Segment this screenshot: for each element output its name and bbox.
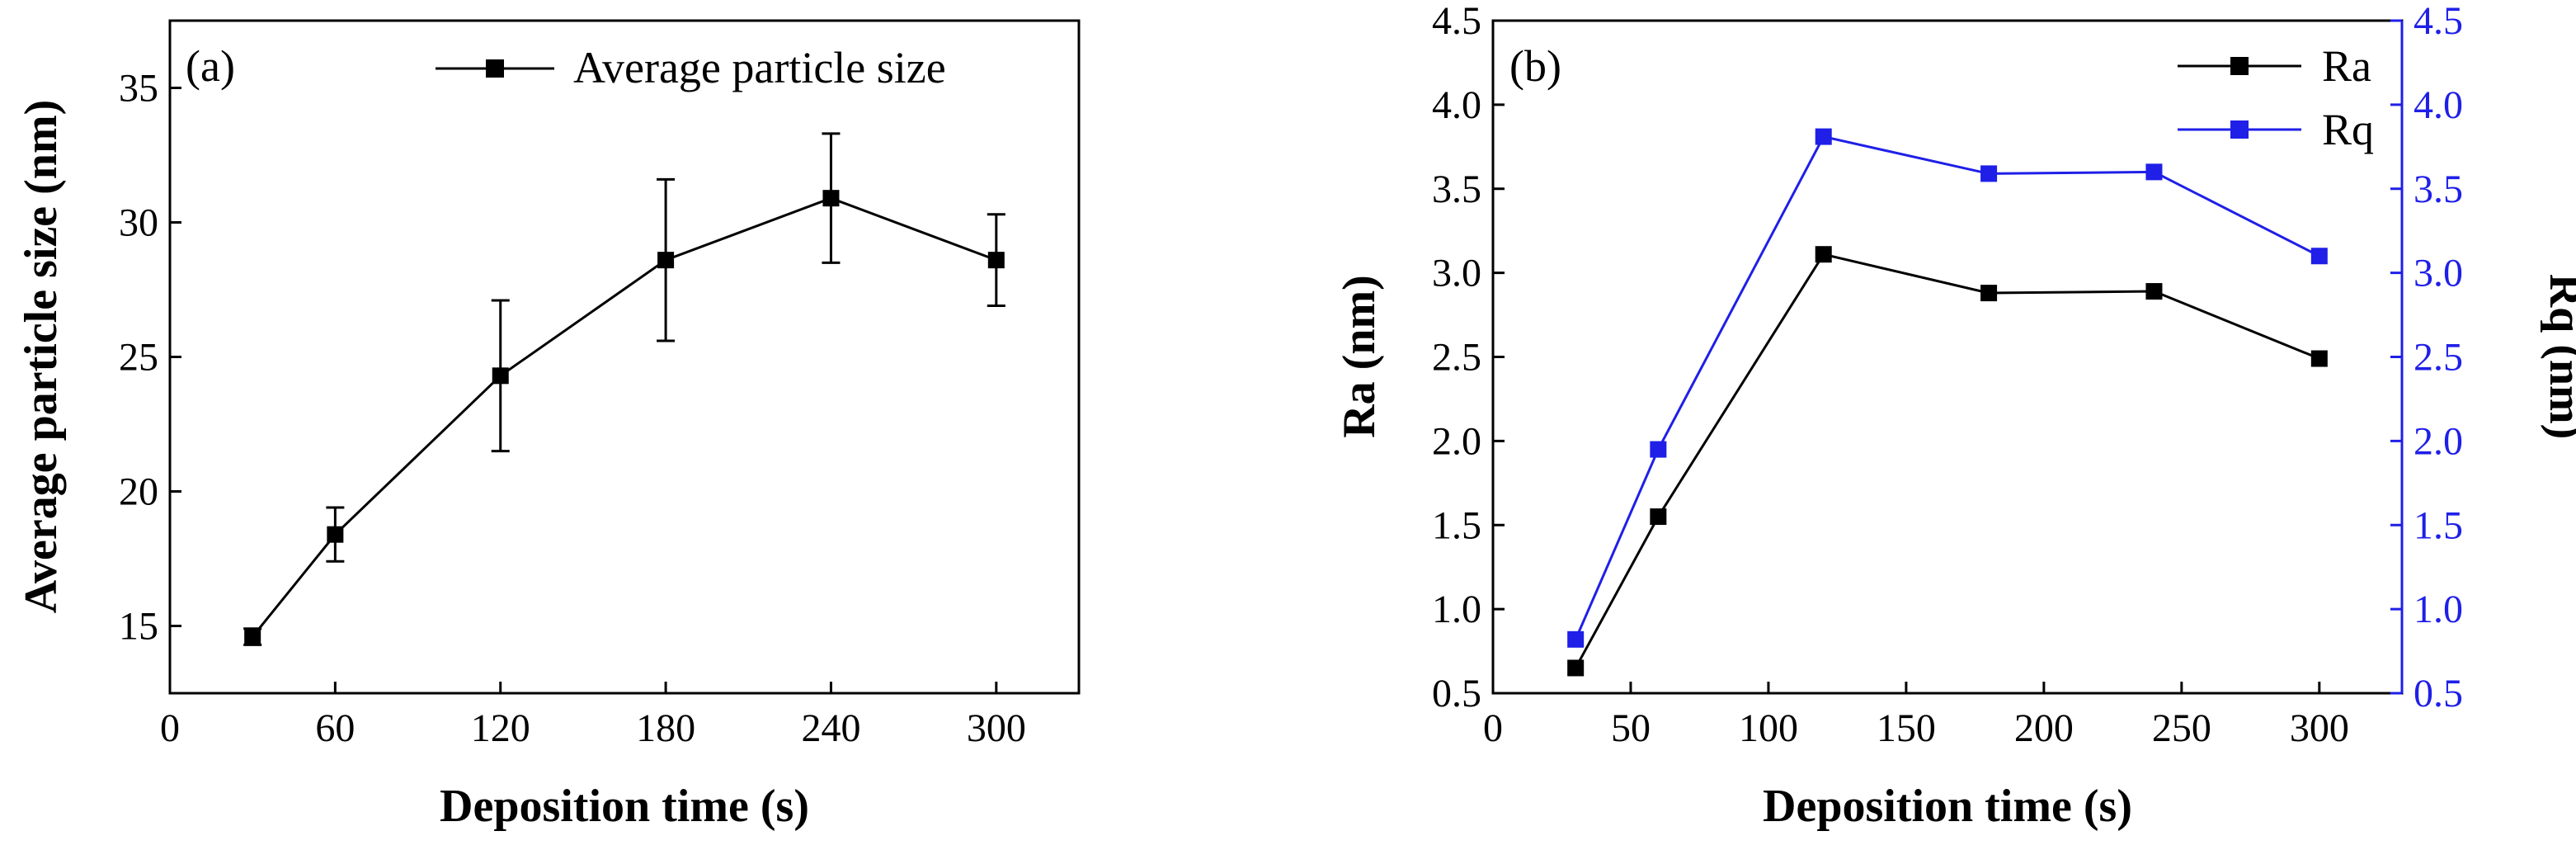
- data-point-ra: [2145, 283, 2163, 300]
- data-point-average-particle-size: [657, 252, 675, 269]
- x-tick-label-b: 50: [1611, 706, 1651, 750]
- plot-frame-b: [1491, 19, 2404, 695]
- data-point-ra: [1980, 285, 1998, 302]
- data-point-average-particle-size: [987, 252, 1005, 269]
- legend-label-ra: Ra: [2322, 41, 2371, 91]
- y-tick-label-a: 25: [119, 336, 158, 380]
- y-tick-label-b: 0.5: [1432, 672, 1481, 715]
- x-tick-label-b: 200: [2014, 706, 2074, 750]
- data-point-rq: [1567, 630, 1585, 648]
- y-right-tick-label-b: 0.5: [2414, 672, 2463, 715]
- y-right-tick-label-b: 1.5: [2414, 503, 2463, 547]
- legend-label-rq: Rq: [2322, 105, 2374, 154]
- series-lines-a: [252, 196, 997, 638]
- x-tick-label-a: 180: [636, 706, 695, 750]
- y-axis-ticks-a: 15 20 25 30 35: [119, 67, 181, 649]
- series-line-rq: [1574, 135, 2320, 640]
- plot-frame-a: [168, 19, 1081, 695]
- y-right-tick-label-b: 4.5: [2414, 0, 2463, 43]
- data-point-average-particle-size: [492, 367, 509, 385]
- y-tick-label-a: 35: [119, 67, 158, 111]
- legend-marker-ra: [2230, 57, 2249, 75]
- data-point-rq: [1650, 441, 1667, 458]
- series-lines-b: [1574, 135, 2320, 669]
- data-points-a: [244, 190, 1005, 645]
- series-line-ra: [1574, 253, 2320, 669]
- y-axis-title-b-right: Rq (nm): [2540, 274, 2576, 440]
- y-right-tick-label-b: 3.0: [2414, 252, 2463, 295]
- y-axis-title-b-left: Ra (nm): [1334, 275, 1385, 438]
- data-point-rq: [2310, 248, 2328, 265]
- y-tick-label-b: 2.5: [1432, 336, 1481, 380]
- data-point-ra: [1567, 659, 1585, 677]
- x-axis-ticks-b: 0 50 100 150 200 250 300: [1483, 682, 2349, 750]
- data-point-rq: [1980, 165, 1998, 182]
- data-point-average-particle-size: [244, 628, 261, 645]
- y-tick-label-b: 4.0: [1432, 83, 1481, 127]
- data-point-average-particle-size: [822, 190, 840, 207]
- y-axis-right-ticks-b: 0.5 1.0 1.5 2.0 2.5 3.0 3.5 4.0 4.5: [2390, 0, 2463, 715]
- y-axis-title-a: Average particle size (nm): [16, 100, 67, 613]
- legend-marker-average-particle-size: [486, 59, 504, 78]
- x-tick-label-b: 0: [1483, 706, 1503, 750]
- data-point-average-particle-size: [327, 526, 344, 543]
- y-right-tick-label-b: 3.5: [2414, 168, 2463, 211]
- x-tick-label-a: 120: [471, 706, 530, 750]
- x-tick-label-b: 150: [1877, 706, 1936, 750]
- x-tick-label-b: 300: [2290, 706, 2349, 750]
- y-tick-label-b: 2.0: [1432, 419, 1481, 463]
- y-tick-label-b: 4.5: [1432, 0, 1481, 43]
- legend-marker-rq: [2230, 120, 2249, 139]
- x-tick-label-b: 100: [1739, 706, 1798, 750]
- y-tick-label-b: 1.0: [1432, 588, 1481, 631]
- legend-b: Ra Rq: [2178, 41, 2374, 154]
- data-point-rq: [2145, 163, 2163, 181]
- x-tick-label-a: 240: [801, 706, 860, 750]
- chart-a: 0 60 120 180 240 300 15 20 25 30 35 (a) Average p…: [16, 19, 1081, 832]
- series-line-average-particle-size: [252, 196, 997, 638]
- y-axis-ticks-b: 0.5 1.0 1.5 2.0 2.5 3.0 3.5 4.0 4.5: [1432, 0, 1505, 715]
- data-point-ra: [2310, 350, 2328, 367]
- panel-label-b: (b): [1509, 41, 1561, 91]
- error-bars-a: [243, 132, 1005, 646]
- y-right-tick-label-b: 4.0: [2414, 83, 2463, 127]
- panel-label-a: (a): [186, 41, 235, 91]
- x-tick-label-a: 300: [967, 706, 1026, 750]
- y-right-tick-label-b: 1.0: [2414, 588, 2463, 631]
- data-point-ra: [1815, 246, 1832, 263]
- x-tick-label-a: 60: [315, 706, 355, 750]
- y-tick-label-b: 3.5: [1432, 168, 1481, 211]
- y-right-tick-label-b: 2.5: [2414, 336, 2463, 380]
- x-axis-title-a: Deposition time (s): [440, 781, 809, 832]
- data-point-ra: [1650, 508, 1667, 526]
- data-points-b: [1567, 128, 2328, 677]
- legend-a: Average particle size: [436, 43, 946, 92]
- y-tick-label-b: 1.5: [1432, 503, 1481, 547]
- chart-b: 0 50 100 150 200 250 300 0.5 1.0 1.5 2.0 2.5 3.0 3.5…: [1334, 0, 2576, 832]
- y-right-tick-label-b: 2.0: [2414, 419, 2463, 463]
- legend-label-average-particle-size: Average particle size: [573, 43, 946, 92]
- x-axis-title-b: Deposition time (s): [1763, 781, 2132, 832]
- y-tick-label-a: 15: [119, 605, 158, 649]
- data-point-rq: [1815, 128, 1832, 145]
- y-tick-label-a: 30: [119, 201, 158, 245]
- y-tick-label-a: 20: [119, 470, 158, 514]
- x-axis-ticks-a: 0 60 120 180 240 300: [160, 682, 1026, 750]
- x-tick-label-a: 0: [160, 706, 180, 750]
- x-tick-label-b: 250: [2152, 706, 2211, 750]
- y-tick-label-b: 3.0: [1432, 252, 1481, 295]
